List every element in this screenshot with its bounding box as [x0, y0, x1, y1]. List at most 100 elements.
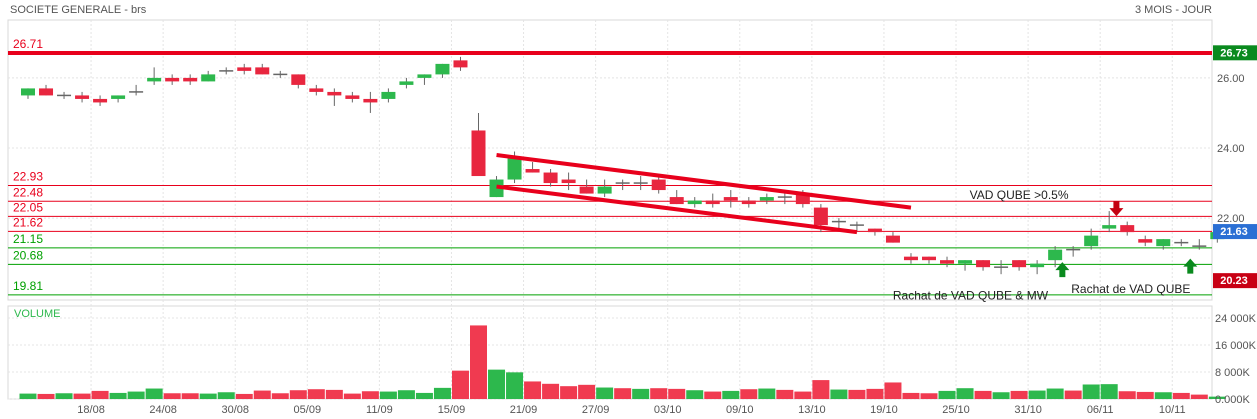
volume-bar	[488, 369, 506, 399]
period-label: 3 MOIS - JOUR	[1135, 4, 1212, 16]
volume-bar	[1100, 384, 1118, 399]
candle-body	[1156, 239, 1171, 247]
candle-body	[381, 91, 396, 99]
volume-bar	[704, 391, 722, 399]
candle-body	[705, 200, 720, 205]
candle-body	[561, 179, 576, 184]
x-tick-label: 06/11	[1087, 404, 1114, 416]
candle-body	[165, 77, 180, 82]
volume-bars	[19, 325, 1226, 399]
volume-bar	[307, 389, 325, 399]
price-badge	[1213, 273, 1257, 289]
candle-body	[291, 74, 306, 85]
candle-body	[363, 98, 378, 103]
volume-bar	[596, 387, 614, 399]
candle-body	[867, 228, 882, 233]
candle-body	[579, 186, 594, 194]
volume-tick-label: 16 000K	[1215, 340, 1257, 352]
volume-bar	[361, 391, 379, 399]
annotation-text: Rachat de VAD QUBE & MW	[893, 288, 1049, 302]
volume-bar	[614, 388, 632, 399]
volume-bar	[127, 391, 145, 399]
volume-bar	[217, 392, 235, 399]
volume-tick-label: 24 000K	[1215, 313, 1257, 325]
volume-bar	[902, 392, 920, 399]
x-tick-label: 10/11	[1159, 404, 1186, 416]
annotation-text: VAD QUBE >0.5%	[970, 188, 1069, 202]
volume-bar	[884, 382, 902, 399]
volume-bar	[73, 393, 91, 399]
volume-bar	[668, 388, 686, 399]
candlesticks	[21, 56, 1225, 275]
price-panel-frame	[7, 19, 1213, 301]
candle-body	[255, 67, 270, 75]
candle-body	[435, 63, 450, 75]
volume-bar	[451, 370, 469, 399]
price-badge	[1213, 45, 1257, 61]
volume-bar	[55, 393, 73, 399]
volume-bar	[325, 389, 343, 399]
candle-body	[940, 260, 955, 264]
volume-bar	[794, 391, 812, 399]
candle-body	[741, 200, 756, 205]
x-tick-label: 30/08	[221, 404, 249, 416]
volume-bar	[91, 390, 109, 399]
volume-bar	[343, 393, 361, 399]
sell-arrow-icon	[1109, 201, 1124, 217]
price-badge	[1213, 224, 1257, 240]
volume-bar	[470, 325, 487, 399]
candle-body	[183, 77, 198, 82]
channel-upper-line	[496, 153, 912, 210]
candle-body	[327, 91, 342, 96]
axes: 26.00 24.00 22.00 18/08 24/08 30/08 05/09 11/09…	[77, 45, 1257, 416]
candle-body	[795, 193, 810, 205]
chart-title: SOCIETE GENERALE - brs	[10, 4, 147, 16]
candle-body	[399, 81, 414, 85]
candle-body	[903, 256, 918, 261]
volume-bar	[415, 392, 433, 399]
candle-body	[507, 158, 522, 180]
volume-bar	[938, 390, 956, 399]
candle-body	[417, 74, 432, 78]
level-label: 19.81	[13, 279, 43, 293]
volume-bar	[632, 388, 650, 399]
volume-bar	[1046, 388, 1064, 399]
price-badge-label: 21.63	[1220, 226, 1248, 238]
level-label: 22.05	[13, 200, 43, 214]
candle-body	[147, 77, 162, 82]
volume-bar	[289, 390, 307, 399]
volume-bar	[1028, 390, 1046, 399]
candle-body	[1084, 235, 1099, 247]
candle-body	[723, 197, 738, 201]
volume-bar	[758, 388, 776, 399]
candle-body	[21, 88, 35, 96]
volume-bar	[650, 388, 668, 399]
x-tick-label: 21/09	[510, 404, 538, 416]
x-tick-label: 31/10	[1014, 404, 1042, 416]
volume-title: VOLUME	[14, 308, 60, 320]
level-label: 22.48	[13, 185, 43, 199]
volume-bar	[199, 393, 217, 399]
x-tick-label: 05/09	[294, 404, 322, 416]
volume-bar	[1064, 390, 1082, 399]
volume-bar	[271, 393, 289, 399]
volume-bar	[920, 393, 938, 399]
candle-body	[813, 207, 828, 226]
volume-bar	[37, 393, 55, 399]
volume-bar	[1118, 391, 1136, 399]
candle-body	[687, 200, 702, 205]
volume-bar	[812, 380, 830, 399]
volume-bar	[524, 381, 542, 399]
candle-body	[885, 235, 900, 243]
volume-bar	[830, 389, 848, 399]
candle-body	[471, 130, 486, 177]
candle-body	[309, 88, 324, 92]
candle-body	[669, 197, 684, 205]
candle-body	[75, 95, 90, 99]
candle-body	[651, 179, 666, 191]
volume-bar	[1082, 384, 1100, 399]
volume-bar	[506, 372, 524, 399]
candle-body	[597, 186, 612, 194]
y-tick-label: 24.00	[1217, 143, 1245, 155]
